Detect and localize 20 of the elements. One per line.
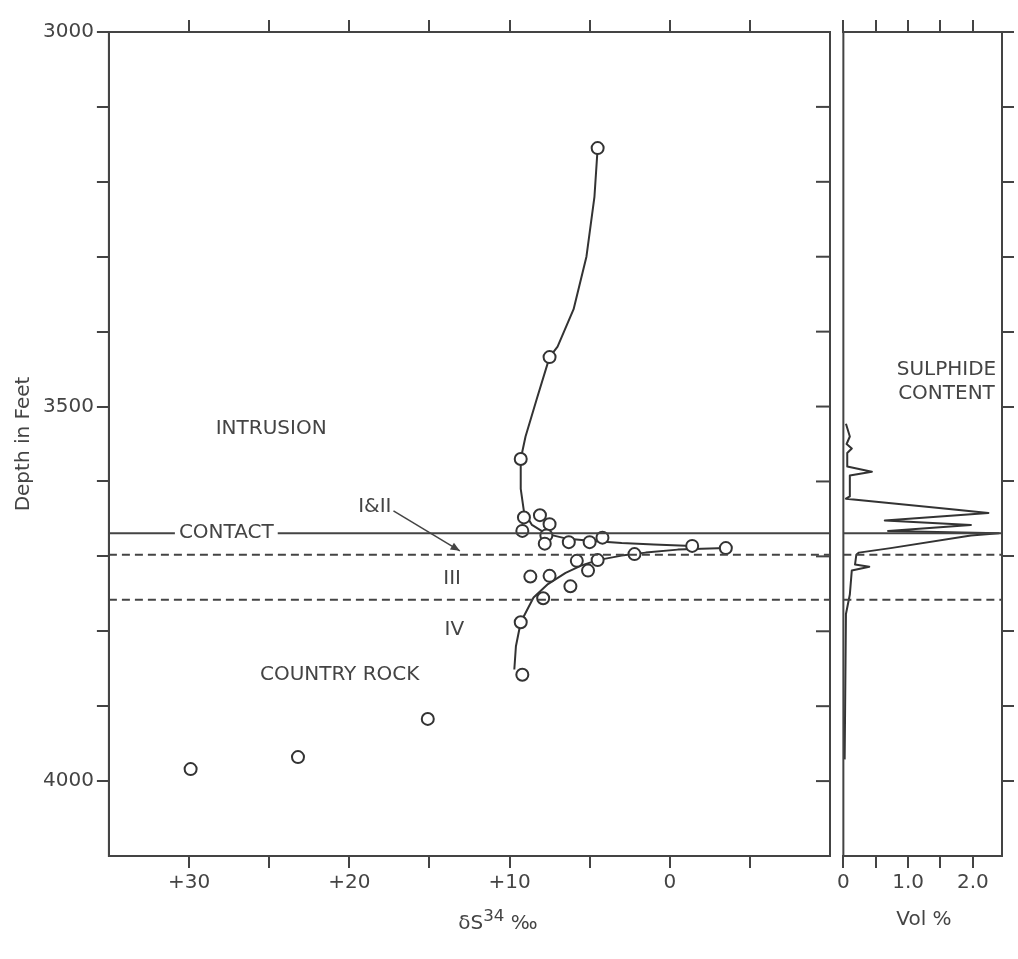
y-tick-label: 3000 <box>42 18 94 43</box>
x-axis-title: δS$^{34}$ ‰ <box>457 906 539 934</box>
x-tick-label: +30 <box>167 869 211 894</box>
x-tick-label: +10 <box>488 869 531 894</box>
x-tick-label: 0 <box>663 869 677 894</box>
annotation: IV <box>444 615 465 640</box>
x-tick-label: +20 <box>328 869 371 894</box>
x-tick-label: 2.0 <box>956 869 989 894</box>
y-tick-label: 3500 <box>42 392 94 417</box>
annotation: I&II <box>358 493 392 518</box>
y-tick-label: 4000 <box>42 767 94 792</box>
x-axis-title: Vol % <box>895 906 953 930</box>
ref-line-label: CONTACT <box>178 519 275 544</box>
annotation: COUNTRY ROCK <box>259 660 421 685</box>
annotation: SULPHIDE CONTENT <box>896 355 997 404</box>
y-axis-title: Depth in Feet <box>10 376 35 512</box>
x-tick-label: 1.0 <box>892 869 925 894</box>
annotation: INTRUSION <box>215 415 327 440</box>
annotation: III <box>443 564 461 589</box>
x-tick-label: 0 <box>837 869 850 894</box>
